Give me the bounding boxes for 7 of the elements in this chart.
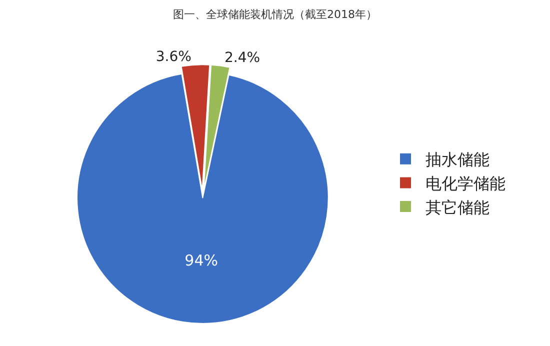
- data-label: 94%: [184, 252, 218, 270]
- data-label: 3.6%: [156, 48, 192, 65]
- legend-label: 电化学储能: [426, 174, 506, 193]
- legend-label: 其它储能: [426, 198, 490, 217]
- chart-title: 图一、全球储能装机情况（截至2018年）: [173, 8, 377, 22]
- legend-label: 抽水储能: [426, 150, 490, 170]
- data-label: 2.4%: [224, 50, 260, 66]
